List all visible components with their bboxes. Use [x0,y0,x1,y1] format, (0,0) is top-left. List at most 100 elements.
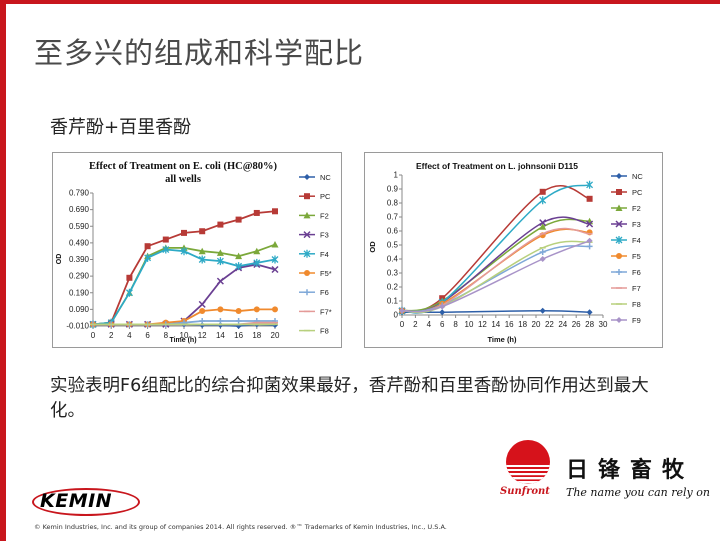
ecoli-x-tick-label: 0 [91,331,96,340]
ecoli-data-point [199,308,206,315]
ecoli-data-point [216,257,224,266]
ljohnsonii-data-point [539,196,547,205]
ecoli-legend-label: F6 [320,288,329,297]
left-accent-bar [0,4,6,541]
ecoli-y-tick-label: 0.690 [69,205,90,214]
ecoli-legend-marker [304,270,310,276]
ljohnsonii-title: Effect of Treatment on L. johnsonii D115 [416,161,578,171]
ljohnsonii-legend-marker [616,173,622,179]
ljohnsonii-legend-marker [615,220,623,228]
ecoli-data-point [271,255,279,264]
ljohnsonii-legend-marker [616,253,622,259]
ecoli-data-point [235,308,242,315]
ecoli-series-f3 [89,260,279,328]
ecoli-legend-item: F3 [299,231,329,240]
ecoli-legend-label: F7* [320,307,332,316]
ecoli-legend-marker [304,289,310,296]
ljohnsonii-x-tick-label: 14 [491,320,500,329]
ljohnsonii-legend-item: F6 [611,268,641,277]
ecoli-data-point [125,288,133,297]
ljohnsonii-y-tick-label: 0.5 [387,241,399,250]
ecoli-data-point [217,318,224,325]
page-title: 至多兴的组成和科学配比 [34,36,365,70]
ecoli-data-point [253,306,260,313]
ecoli-data-point [235,262,243,271]
ecoli-data-point [235,216,242,223]
ecoli-x-tick-label: 8 [164,331,169,340]
ljohnsonii-data-point [586,243,593,250]
ljohnsonii-legend-label: F8 [632,300,641,309]
ecoli-data-point [198,300,206,308]
ecoli-y-tick-label: 0.190 [69,288,90,297]
ljohnsonii-legend-item: F4 [611,236,641,245]
ecoli-data-point [198,247,206,255]
ecoli-legend-label: F5* [320,269,332,278]
ecoli-y-tick-label: 0.390 [69,255,90,264]
ecoli-y-tick-label: -0.010 [66,322,89,331]
ljohnsonii-data-point [586,237,593,244]
ljohnsonii-data-point [539,307,546,314]
ljohnsonii-data-point [399,307,405,314]
ljohnsonii-x-tick-label: 4 [427,320,432,329]
ljohnsonii-data-point [586,309,593,316]
ecoli-data-point [126,274,133,281]
ljohnsonii-x-tick-label: 16 [505,320,514,329]
ecoli-legend-label: NC [320,173,331,182]
ecoli-legend-marker [304,193,310,200]
ljohnsonii-y-axis-label: OD [368,241,377,253]
ecoli-data-point [253,209,260,216]
ljohnsonii-x-tick-label: 0 [400,320,405,329]
ecoli-series-f4 [89,245,279,329]
ljohnsonii-legend-marker [616,189,622,195]
ljohnsonii-legend-label: F3 [632,220,641,229]
ljohnsonii-x-tick-label: 28 [585,320,594,329]
copyright-text: © Kemin Industries, Inc. and its group o… [34,523,447,531]
ljohnsonii-y-tick-label: 0.4 [387,255,399,264]
ecoli-legend-item: F5* [299,269,332,278]
ecoli-data-point [216,249,224,256]
ecoli-data-point [235,318,242,325]
ljohnsonii-y-tick-label: 0.7 [387,213,399,222]
ljohnsonii-y-tick-label: 0.3 [387,269,399,278]
ecoli-y-tick-label: 0.290 [69,272,90,281]
ecoli-data-point [271,241,279,248]
kemin-logo-text: KEMIN [40,490,113,512]
sunfront-logo-icon [506,440,550,484]
ljohnsonii-series-line [401,216,590,313]
ecoli-y-tick-label: 0.090 [69,305,90,314]
ecoli-data-point [217,306,224,313]
ecoli-legend-item: F7* [299,307,332,316]
page-subtitle: 香芹酚+百里香酚 [50,117,192,138]
ljohnsonii-chart: Effect of Treatment on L. johnsonii D115… [364,152,663,348]
ecoli-legend-label: F4 [320,250,329,259]
ecoli-data-point [253,247,261,255]
ljohnsonii-legend-marker [616,317,622,323]
ljohnsonii-x-tick-label: 20 [532,320,541,329]
ecoli-legend-marker [304,174,310,180]
ljohnsonii-data-point [586,180,594,189]
ecoli-data-point [198,255,206,264]
kemin-logo: KEMIN [32,484,144,520]
ecoli-legend-label: F2 [320,211,329,220]
ljohnsonii-x-tick-label: 8 [453,320,458,329]
ecoli-y-axis-label: OD [56,254,63,265]
ljohnsonii-legend-item: PC [611,188,643,197]
ecoli-legend-item: NC [299,173,331,182]
ecoli-data-point [144,253,152,262]
ecoli-x-tick-label: 12 [198,331,207,340]
ecoli-series-line [92,243,276,326]
ljohnsonii-data-point [539,188,546,195]
ljohnsonii-data-point [439,309,446,316]
ecoli-y-tick-label: 0.490 [69,238,90,247]
ljohnsonii-x-tick-label: 18 [518,320,527,329]
ecoli-y-tick-label: 0.790 [69,189,90,198]
ljohnsonii-legend-item: F2 [611,204,641,213]
ljohnsonii-legend-marker [615,204,623,211]
ljohnsonii-x-tick-label: 12 [478,320,487,329]
ljohnsonii-legend-item: F9 [611,316,641,325]
ljohnsonii-chart-svg: Effect of Treatment on L. johnsonii D115… [368,161,643,344]
ljohnsonii-data-point [539,223,547,230]
ecoli-data-point [199,228,206,235]
ecoli-series-line [93,263,276,326]
ljohnsonii-y-tick-label: 0 [394,311,399,320]
